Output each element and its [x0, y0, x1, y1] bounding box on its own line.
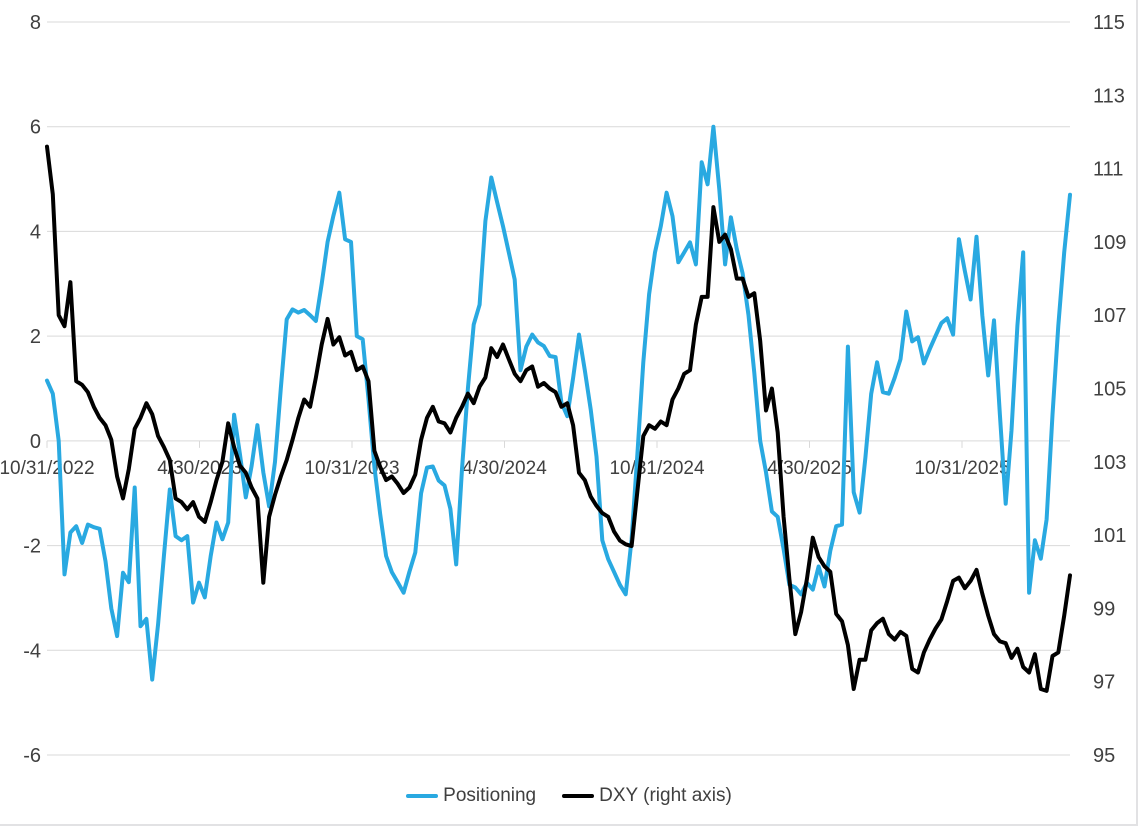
positioning-line-swatch-icon [406, 793, 439, 799]
left-axis-tick-label: 2 [30, 326, 41, 348]
right-axis-tick-label: 95 [1093, 745, 1115, 767]
left-axis-tick-label: 4 [30, 221, 41, 243]
left-axis-tick-label: -2 [23, 536, 41, 558]
right-axis-tick-label: 105 [1093, 379, 1126, 401]
right-axis-tick-label: 115 [1093, 12, 1125, 34]
dxy-line-series [45, 144, 1072, 693]
positioning-line-series [45, 124, 1072, 682]
dxy-line-swatch-icon [562, 793, 595, 799]
legend-item-positioning: Positioning [406, 785, 536, 807]
x-axis-tick-label: 4/30/2025 [767, 458, 852, 479]
left-axis-tick-label: 6 [30, 117, 41, 139]
left-axis-tick-label: 8 [30, 12, 41, 34]
x-axis-tick-label: 4/30/2024 [462, 458, 547, 479]
chart-legend: Positioning DXY (right axis) [0, 785, 1138, 807]
left-axis-tick-label: -4 [23, 640, 41, 662]
right-axis-tick-label: 97 [1093, 672, 1115, 694]
legend-label: Positioning [443, 785, 537, 806]
right-axis-tick-label: 111 [1093, 159, 1123, 181]
x-axis-tick-label: 10/31/2025 [914, 458, 1009, 479]
right-axis-tick-label: 109 [1093, 232, 1126, 254]
left-axis-tick-label: -6 [23, 745, 41, 767]
right-axis-tick-label: 107 [1093, 305, 1126, 327]
x-axis-tick-label: 10/31/2022 [0, 458, 95, 479]
right-axis-tick-label: 103 [1093, 452, 1126, 474]
right-axis-tick-label: 113 [1093, 85, 1125, 107]
left-axis-tick-label: 0 [30, 431, 41, 453]
legend-item-dxy: DXY (right axis) [562, 785, 732, 807]
legend-label: DXY (right axis) [599, 785, 732, 806]
x-axis-tick-label: 10/31/2024 [609, 458, 705, 479]
right-axis-tick-label: 99 [1093, 598, 1115, 620]
right-axis-tick-label: 101 [1093, 525, 1126, 547]
